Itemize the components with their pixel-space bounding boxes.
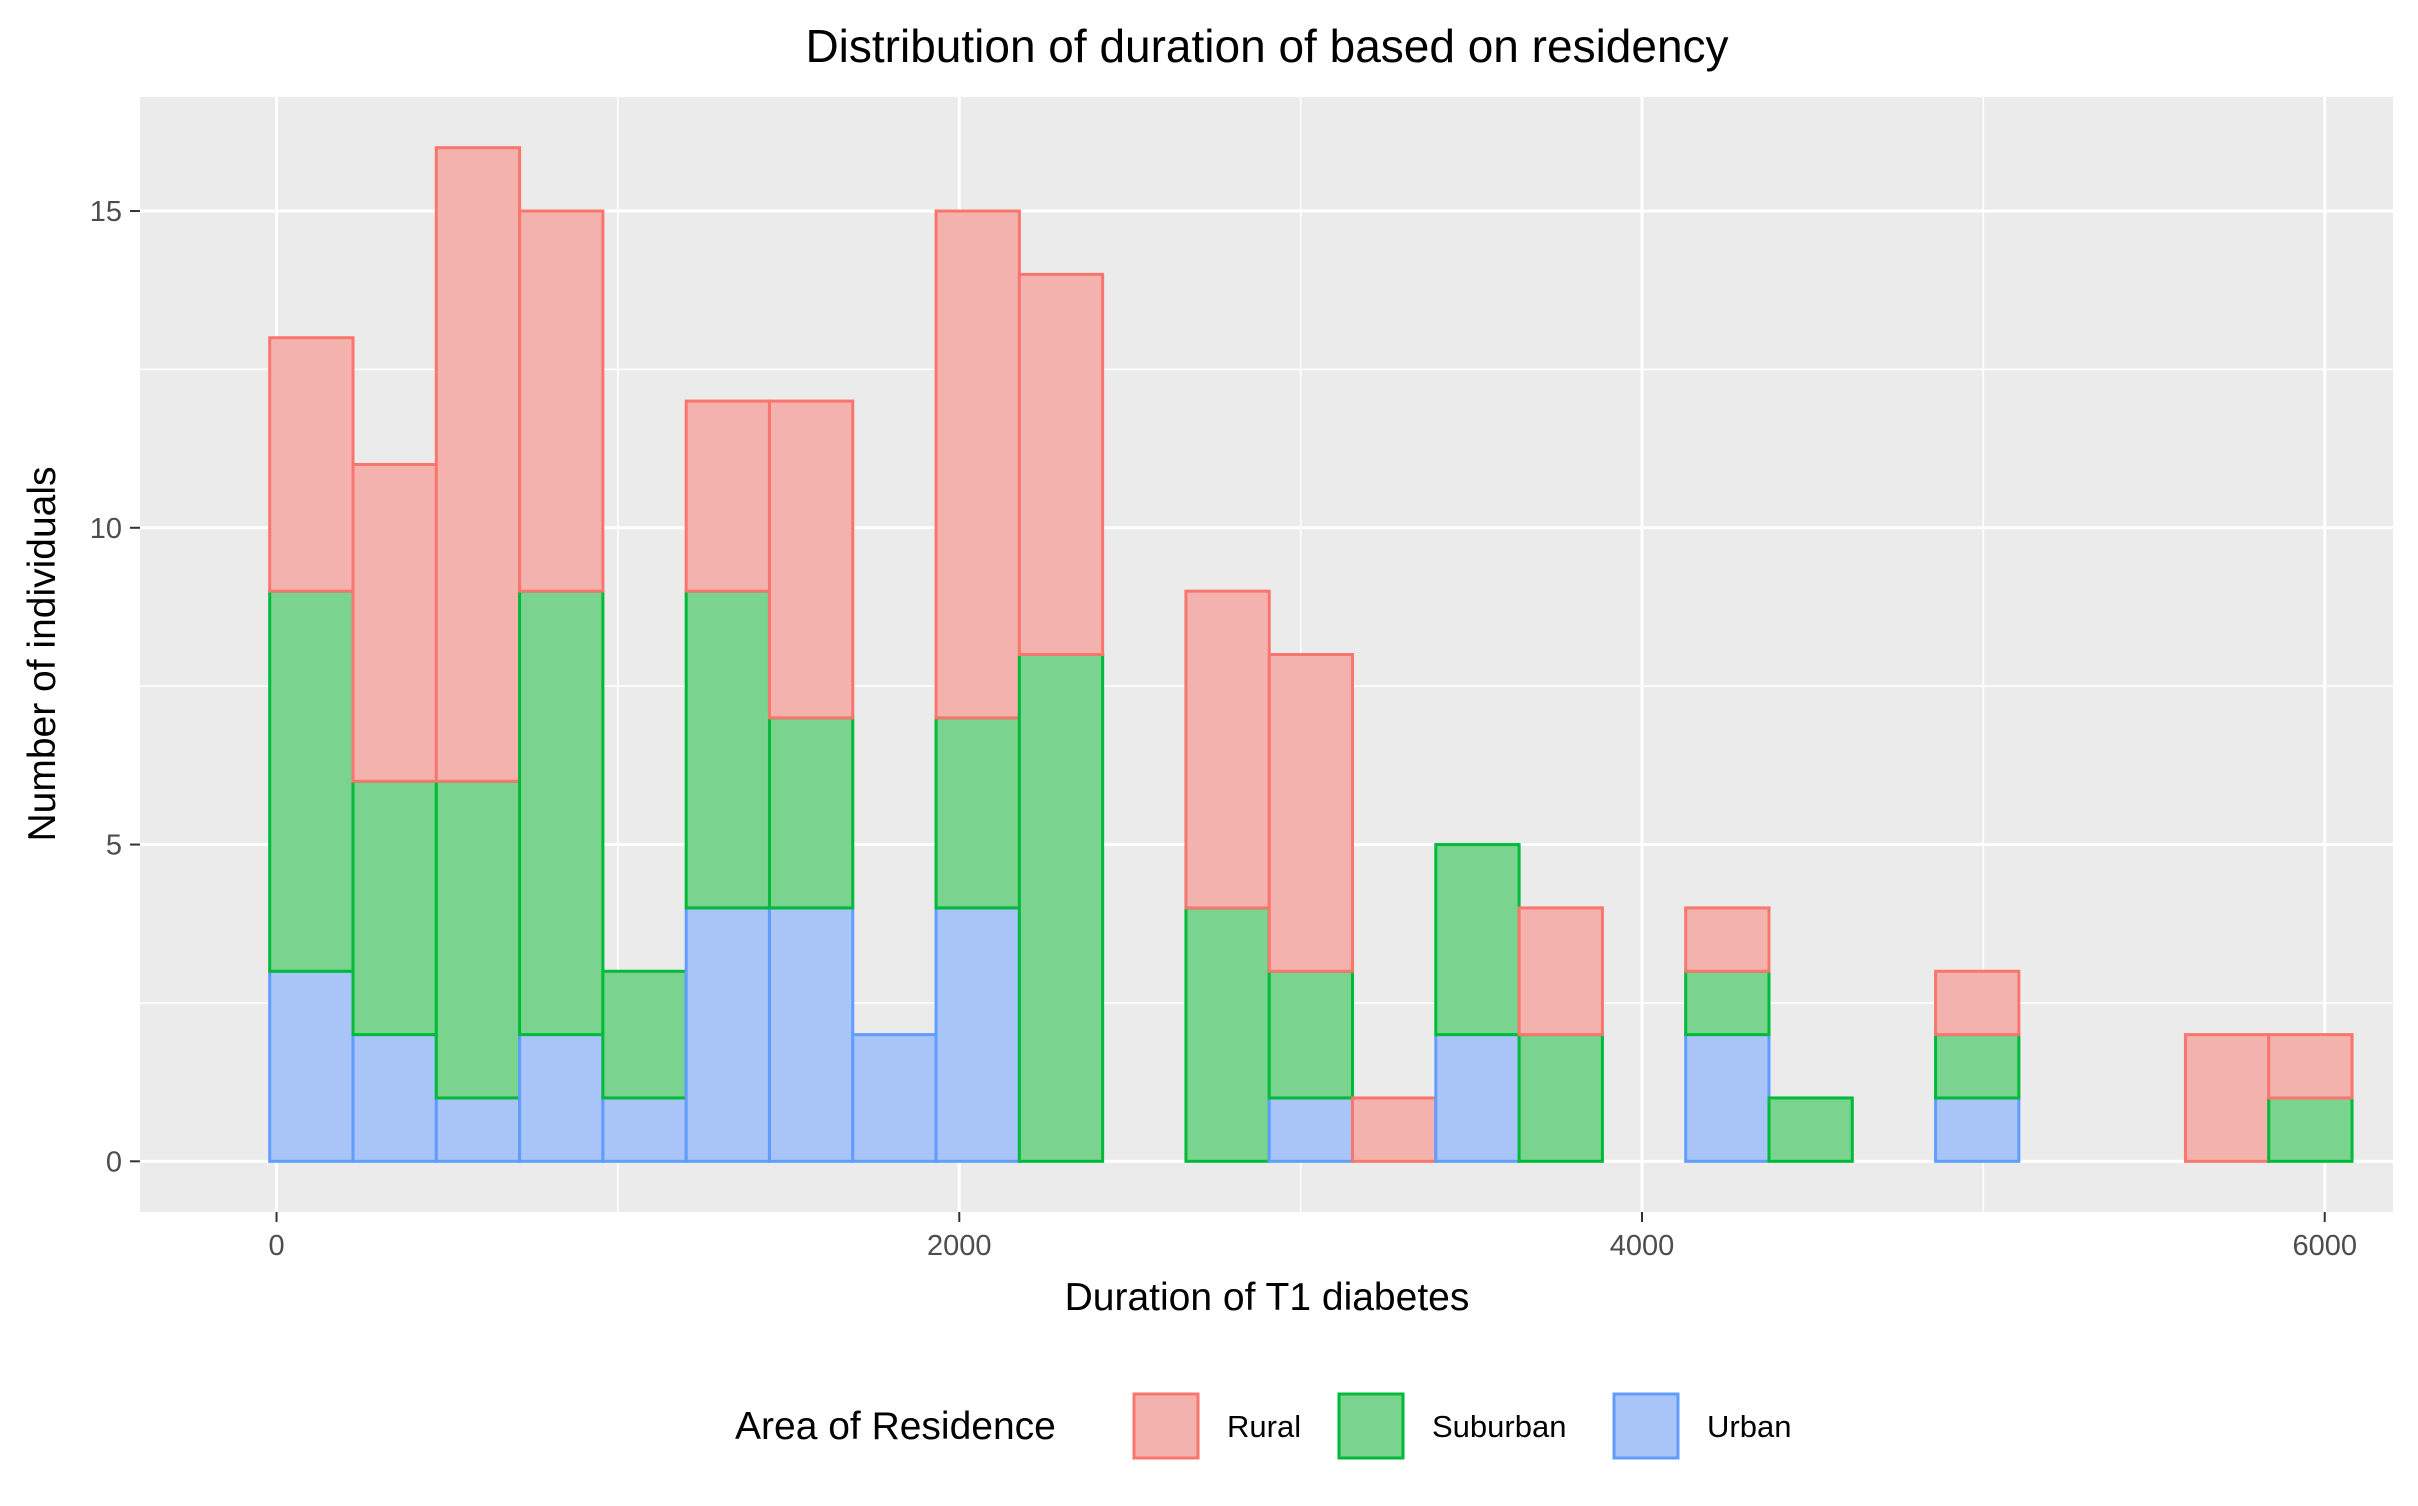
bar-rural <box>1934 969 2021 1037</box>
bar-suburban <box>1767 1096 1854 1163</box>
x-tick-label: 6000 <box>2292 1230 2357 1262</box>
legend-label-suburban: Suburban <box>1432 1409 1566 1444</box>
bar-rural <box>1351 1096 1438 1163</box>
bar-urban <box>434 1096 522 1163</box>
legend-entry-suburban: Suburban <box>1337 1392 1566 1460</box>
bar-suburban <box>934 716 1021 910</box>
legend-entry-urban: Urban <box>1612 1392 1791 1460</box>
bar-rural <box>1017 272 1105 656</box>
bar-suburban <box>684 589 771 910</box>
bar-suburban <box>767 716 855 910</box>
legend-key-urban <box>1612 1392 1680 1460</box>
y-tick-label: 10 <box>90 513 122 545</box>
legend-label-urban: Urban <box>1707 1409 1791 1444</box>
bar-rural <box>934 209 1021 720</box>
bar-suburban <box>1934 1033 2021 1100</box>
legend-key-rural <box>1132 1392 1200 1460</box>
bar-suburban <box>1184 906 1271 1163</box>
y-tick-label: 5 <box>106 830 122 862</box>
chart-title: Distribution of duration of based on res… <box>805 20 1728 72</box>
bar-suburban <box>601 969 688 1100</box>
y-tick-label: 0 <box>106 1146 122 1178</box>
bar-urban <box>1267 1096 1355 1163</box>
bar-suburban <box>1434 843 1521 1037</box>
bar-suburban <box>2267 1096 2354 1163</box>
legend-title: Area of Residence <box>735 1405 1056 1448</box>
legend-key-suburban <box>1337 1392 1405 1460</box>
bar-suburban <box>268 589 355 973</box>
bar-suburban <box>351 779 438 1037</box>
bar-rural <box>518 209 605 593</box>
bar-suburban <box>1684 969 1771 1037</box>
bar-rural <box>767 399 855 720</box>
bar-rural <box>434 146 522 783</box>
legend-label-rural: Rural <box>1227 1409 1301 1444</box>
legend: Area of Residence Rural Suburban Urban <box>735 1392 1791 1460</box>
bar-urban <box>934 906 1021 1163</box>
bar-rural <box>2267 1033 2354 1100</box>
bar-urban <box>1934 1096 2021 1163</box>
bar-urban <box>767 906 855 1163</box>
y-axis-title: Number of individuals <box>21 466 64 841</box>
bar-rural <box>1184 589 1271 910</box>
x-tick-label: 0 <box>268 1230 284 1262</box>
x-axis-title: Duration of T1 diabetes <box>1065 1276 1470 1319</box>
bar-urban <box>1434 1033 1521 1163</box>
bar-rural <box>268 336 355 593</box>
bar-rural <box>351 462 438 783</box>
bar-rural <box>2183 1033 2271 1163</box>
bar-suburban <box>1267 969 1355 1100</box>
bar-rural <box>1684 906 1771 973</box>
bar-suburban <box>1517 1033 1604 1163</box>
histogram-bars <box>268 146 2354 1163</box>
bar-suburban <box>518 589 605 1037</box>
bar-rural <box>684 399 771 593</box>
bar-urban <box>351 1033 438 1163</box>
x-tick-label: 2000 <box>927 1230 992 1262</box>
y-tick-label: 15 <box>90 196 122 228</box>
bar-rural <box>1517 906 1604 1037</box>
bar-urban <box>1684 1033 1771 1163</box>
bar-suburban <box>1017 653 1105 1163</box>
x-tick-label: 4000 <box>1610 1230 1675 1262</box>
bar-urban <box>518 1033 605 1163</box>
bar-urban <box>851 1033 938 1163</box>
bar-rural <box>1267 653 1355 973</box>
bar-urban <box>268 969 355 1163</box>
bar-urban <box>601 1096 688 1163</box>
legend-entry-rural: Rural <box>1132 1392 1301 1460</box>
axis-ticks: 0 2000 4000 6000 0 5 10 15 <box>90 196 2357 1262</box>
bar-urban <box>684 906 771 1163</box>
bar-suburban <box>434 779 522 1100</box>
